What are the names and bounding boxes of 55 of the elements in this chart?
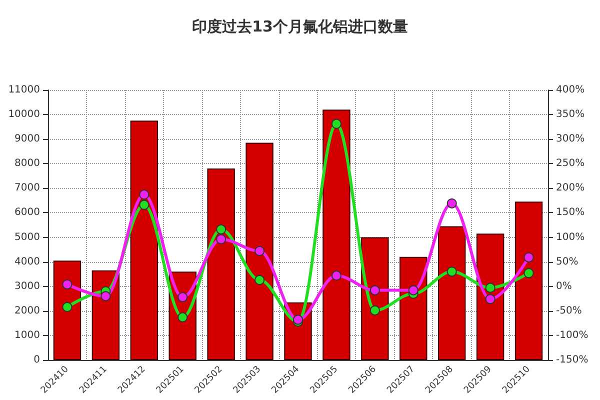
y2-tick-label: 0% (556, 280, 572, 292)
y-tick-label: 2000 (14, 305, 40, 316)
y2-tick-label: -50% (556, 305, 582, 316)
bar (438, 226, 466, 360)
y2-tick-label: 350% (556, 109, 585, 120)
point (408, 285, 418, 296)
y-tick-label: 11000 (8, 84, 40, 96)
bar (130, 120, 158, 360)
point (178, 292, 188, 302)
bar (53, 260, 82, 360)
y-tick-label: 10000 (8, 109, 40, 120)
y-tick-label: 3000 (14, 280, 40, 292)
point (254, 246, 265, 256)
point (331, 118, 342, 129)
y2-tick-label: 50% (556, 256, 578, 268)
chart-title: 印度过去13个月氟化铝进口数量 (192, 18, 408, 36)
y2-tick-label: 200% (556, 182, 585, 194)
point (446, 198, 457, 208)
point (524, 268, 534, 278)
point (370, 285, 380, 296)
point (370, 305, 380, 316)
point (254, 274, 265, 285)
y2-tick-label: 250% (556, 158, 585, 170)
point (178, 312, 188, 322)
y2-tick-label: 400% (556, 84, 585, 96)
y-tick-label: 1000 (14, 330, 40, 341)
point (62, 279, 72, 290)
y-tick-label: 7000 (14, 182, 40, 194)
point (216, 224, 226, 234)
point (524, 252, 534, 262)
bar (322, 110, 350, 360)
y2-tick-label: 300% (556, 134, 585, 145)
bar (207, 168, 235, 360)
y2-tick-label: 150% (556, 207, 585, 218)
y-tick-label: 6000 (14, 207, 40, 218)
y2-tick-label: 100% (556, 232, 585, 243)
point (62, 302, 72, 312)
point (331, 270, 342, 281)
point (139, 190, 150, 200)
y-tick-label: 0 (34, 354, 40, 366)
point (139, 200, 150, 210)
point (446, 266, 457, 277)
bar (514, 202, 543, 360)
y2-tick-label: -150% (556, 354, 588, 366)
point (100, 291, 111, 302)
y-tick-label: 5000 (14, 232, 40, 243)
point (485, 282, 496, 293)
y-tick-label: 8000 (14, 158, 40, 170)
y2-tick-label: -100% (556, 330, 588, 341)
point (216, 234, 226, 244)
bar (246, 142, 274, 360)
point (485, 294, 496, 304)
bar (476, 234, 504, 360)
y-tick-label: 4000 (14, 256, 40, 268)
y-tick-label: 9000 (14, 134, 40, 145)
